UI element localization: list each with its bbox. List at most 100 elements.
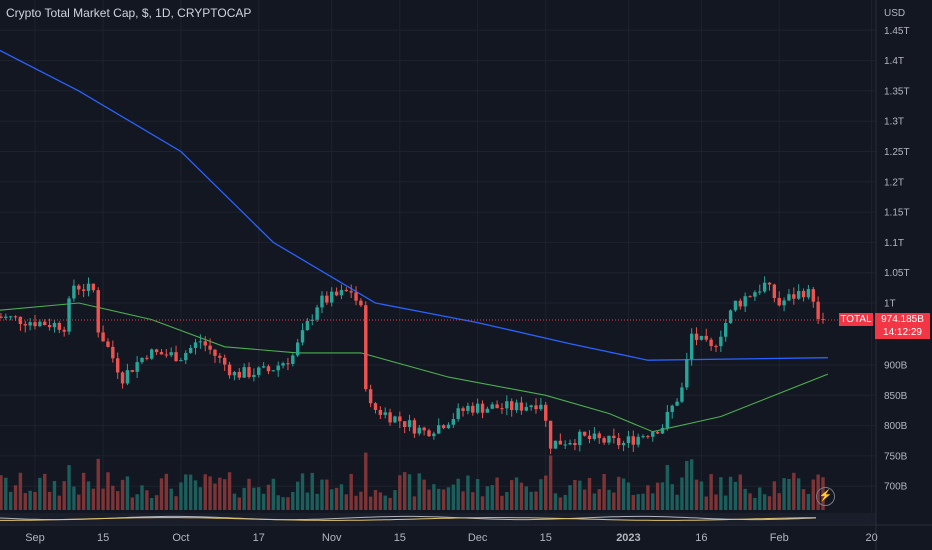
- time-tick-label: Oct: [172, 532, 189, 544]
- candle-body: [208, 345, 212, 350]
- candle-body: [651, 432, 655, 437]
- volume-bar: [801, 489, 806, 510]
- candle-body: [592, 433, 597, 439]
- candle-body: [57, 322, 62, 330]
- volume-bar: [417, 473, 421, 510]
- candle-body: [665, 411, 670, 428]
- candle-body: [524, 407, 528, 411]
- volume-bar: [758, 487, 762, 510]
- oscillator-lines: [0, 515, 817, 521]
- candle-body: [539, 404, 543, 410]
- candle-body: [719, 336, 723, 347]
- volume-bar: [519, 482, 524, 510]
- candle-body: [140, 357, 144, 363]
- candle-body: [441, 425, 446, 429]
- candle-body: [670, 405, 674, 412]
- volume-bar: [208, 476, 212, 510]
- candle-body: [13, 316, 18, 318]
- candle-body: [198, 341, 203, 343]
- price-tick-label: 800B: [884, 421, 908, 432]
- volume-bar: [164, 473, 169, 510]
- volume-bar: [398, 475, 402, 510]
- candle-body: [758, 291, 762, 293]
- candle-body: [247, 367, 251, 378]
- time-tick-label: 15: [540, 532, 552, 544]
- volume-bar: [573, 479, 577, 510]
- candle-body: [364, 305, 368, 390]
- volume-bar: [539, 479, 543, 510]
- candle-body: [184, 352, 188, 361]
- volume-bar: [762, 494, 767, 510]
- candle-body: [300, 330, 305, 343]
- volume-bar: [675, 494, 679, 510]
- candle-body: [738, 300, 743, 307]
- volume-bar: [587, 477, 592, 510]
- volume-bar: [597, 489, 601, 510]
- candle-body: [563, 444, 567, 446]
- candle-body: [339, 289, 344, 296]
- candle-body: [169, 352, 173, 356]
- candle-body: [398, 416, 402, 422]
- volume-bar: [368, 496, 373, 510]
- price-tick-label: 1.25T: [884, 147, 910, 158]
- candle-body: [806, 289, 811, 298]
- volume-bar: [402, 472, 407, 510]
- volume-bar: [145, 490, 149, 510]
- candle-body: [193, 342, 198, 348]
- candle-body: [417, 427, 421, 434]
- candle-body: [164, 354, 169, 356]
- lightning-icon[interactable]: ⚡: [816, 487, 835, 506]
- time-tick-label: Nov: [322, 532, 342, 544]
- volume-bar: [247, 478, 251, 510]
- last-price-badge: 974.185B: [875, 313, 930, 326]
- candle-body: [685, 359, 689, 388]
- candle-body: [23, 324, 27, 326]
- volume-bar: [617, 476, 621, 510]
- volume-bar: [364, 452, 368, 510]
- candle-body: [733, 300, 738, 311]
- volume-bar: [670, 484, 674, 510]
- volume-bar: [125, 476, 130, 510]
- candle-body: [281, 363, 285, 366]
- candle-body: [368, 389, 373, 404]
- chart-title: Crypto Total Market Cap, $, 1D, CRYPTOCA…: [6, 6, 252, 20]
- volume-bar: [432, 484, 436, 510]
- candle-body: [237, 371, 241, 378]
- candle-body: [582, 431, 587, 436]
- volume-bar: [349, 473, 353, 510]
- volume-bar: [86, 481, 91, 510]
- price-tick-label: 700B: [884, 482, 908, 493]
- volume-bar: [509, 480, 514, 510]
- candle-body: [174, 352, 178, 362]
- candle-body: [753, 292, 757, 297]
- volume-bar: [38, 477, 42, 510]
- time-tick-label: 15: [394, 532, 406, 544]
- candle-body: [534, 405, 538, 410]
- volume-bar: [738, 474, 743, 510]
- time-tick-label: 20: [866, 532, 878, 544]
- candle-body: [18, 316, 23, 325]
- volume-bar: [646, 485, 650, 510]
- price-tick-label: 1.4T: [884, 56, 904, 67]
- time-tick-label: 15: [97, 532, 109, 544]
- candle-body: [680, 387, 684, 402]
- volume-bar: [295, 481, 300, 510]
- candle-body: [62, 329, 66, 332]
- candle-body: [291, 355, 295, 364]
- time-tick-label: 17: [253, 532, 265, 544]
- volume-bar: [140, 485, 144, 510]
- price-tick-label: 1.05T: [884, 268, 910, 279]
- countdown-badge: 14:12:29: [875, 326, 930, 339]
- candle-body: [704, 335, 708, 340]
- volume-bar: [437, 488, 441, 510]
- symbol-badge: TOTAL: [839, 313, 873, 326]
- candle-body: [777, 298, 781, 306]
- volume-bar: [806, 493, 811, 510]
- candle-body: [699, 335, 704, 340]
- candle-body: [86, 283, 91, 291]
- volume-bar: [495, 477, 499, 510]
- volume-bar: [188, 474, 193, 510]
- candle-body: [514, 402, 519, 411]
- volume-bar: [227, 472, 232, 510]
